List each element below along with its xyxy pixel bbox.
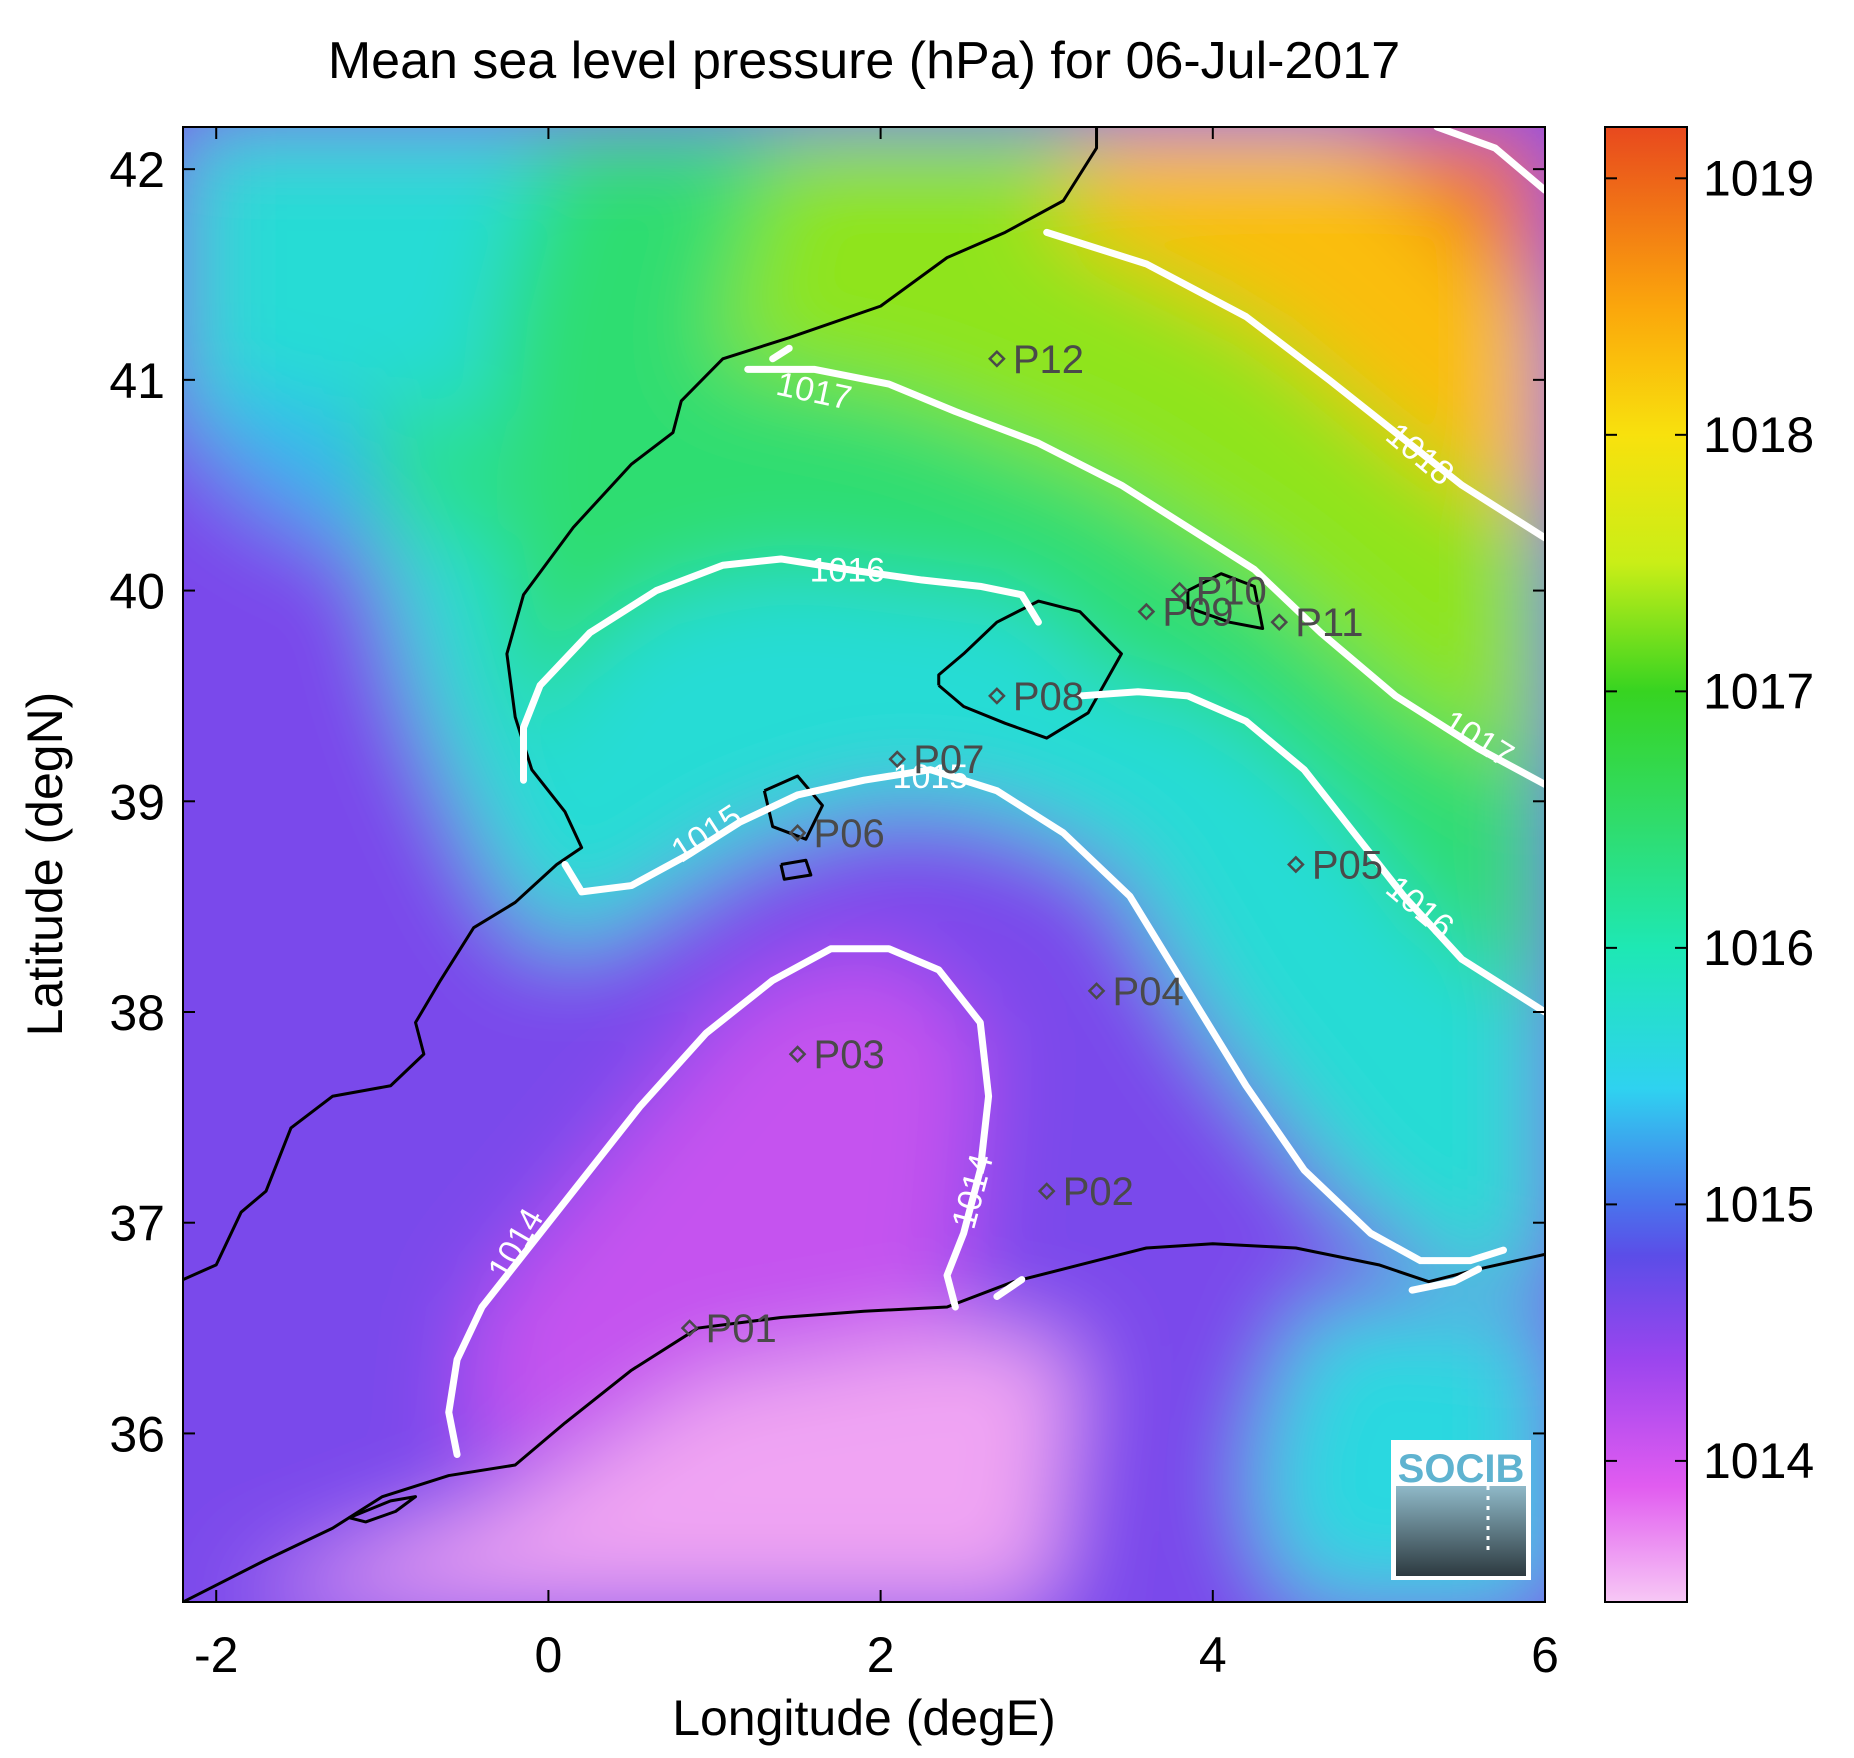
x-tick-label: 6 [1531, 1627, 1559, 1683]
station-label: P08 [1013, 675, 1084, 719]
colorbar-tick-label: 1014 [1703, 1433, 1814, 1489]
isobar-1014 [993, 1276, 1026, 1300]
map-frame [182, 126, 1546, 1603]
station-label: P11 [1295, 601, 1363, 645]
station-label: P02 [1063, 1170, 1134, 1214]
station-marker [1137, 602, 1156, 621]
y-tick-label: 41 [109, 353, 165, 409]
socib-logo: SOCIB [1391, 1440, 1531, 1580]
coastline [779, 858, 813, 881]
y-tick-label: 39 [109, 774, 165, 830]
station-label: P07 [913, 738, 984, 782]
colorbar-tick-label: 1017 [1703, 663, 1814, 719]
isobar-1015 [1408, 1265, 1483, 1294]
coastline [762, 774, 824, 841]
isobar-1018 [1043, 228, 1545, 542]
station-label: P09 [1162, 591, 1233, 635]
station-marker [1170, 581, 1189, 600]
y-tick-label: 37 [109, 1196, 165, 1252]
colorbar-tick-label: 1015 [1703, 1176, 1814, 1232]
isobar-1017 [769, 344, 793, 363]
isobar-1017 [744, 365, 1545, 788]
station-marker [988, 687, 1006, 705]
colorbar-tick-label: 1016 [1703, 920, 1814, 976]
x-tick-label: -2 [194, 1627, 238, 1683]
colorbar: 1014 1015 1016 1017 1018 1019 [1604, 126, 1814, 1603]
station-label: P10 [1196, 570, 1267, 614]
y-axis-label: Latitude (degN) [17, 692, 73, 1037]
chart-title: Mean sea level pressure (hPa) for 06-Jul… [328, 32, 1400, 90]
isobar-1015 [561, 766, 1507, 1265]
station-marker [680, 1319, 699, 1337]
colorbar-ticks: 1014 1015 1016 1017 1018 1019 [1605, 150, 1814, 1489]
coastline [348, 1495, 418, 1524]
station-label: P12 [1013, 338, 1084, 382]
y-tick-label: 40 [109, 564, 165, 620]
logo-text: SOCIB [1398, 1447, 1525, 1491]
coastline [183, 127, 1099, 1281]
station-marker [1270, 613, 1289, 632]
station-label: P04 [1113, 970, 1184, 1014]
x-axis-label: Longitude (degE) [672, 1690, 1056, 1746]
station-marker [988, 349, 1006, 368]
coastline [937, 599, 1123, 740]
y-tick-label: 36 [109, 1406, 165, 1462]
x-tick-label: 2 [867, 1627, 895, 1683]
x-tick-label: 0 [535, 1627, 563, 1683]
station-marker [788, 824, 807, 842]
station-label: P01 [706, 1307, 777, 1351]
isobar-1016 [1076, 688, 1545, 1016]
colorbar-gradient [1604, 126, 1688, 1603]
station-label: P06 [814, 812, 885, 856]
isobar-label: 1015 [893, 758, 969, 796]
colorbar-tick-label: 1019 [1703, 150, 1814, 206]
isobar-label: 1016 [810, 552, 886, 590]
colorbar-tick-label: 1018 [1703, 407, 1814, 463]
y-axis: 36 37 38 39 40 41 42 [109, 142, 1545, 1462]
isobar-1014 [445, 945, 993, 1458]
station-marker [1037, 1182, 1056, 1200]
coastline-layer [183, 127, 1545, 1602]
y-tick-label: 38 [109, 985, 165, 1041]
x-axis: -2 0 2 4 6 [194, 127, 1559, 1683]
coastline [1186, 572, 1265, 630]
coastline [183, 1242, 1545, 1602]
station-label: P03 [814, 1033, 885, 1077]
station-label: P05 [1312, 844, 1383, 888]
station-marker [888, 750, 907, 768]
isobar-1016 [520, 555, 1042, 784]
station-marker [788, 1045, 807, 1063]
x-tick-label: 4 [1199, 1627, 1227, 1683]
station-marker [1087, 982, 1106, 1000]
y-tick-label: 42 [109, 142, 165, 198]
station-marker [1287, 855, 1305, 874]
isobar-1018 [1433, 127, 1545, 194]
